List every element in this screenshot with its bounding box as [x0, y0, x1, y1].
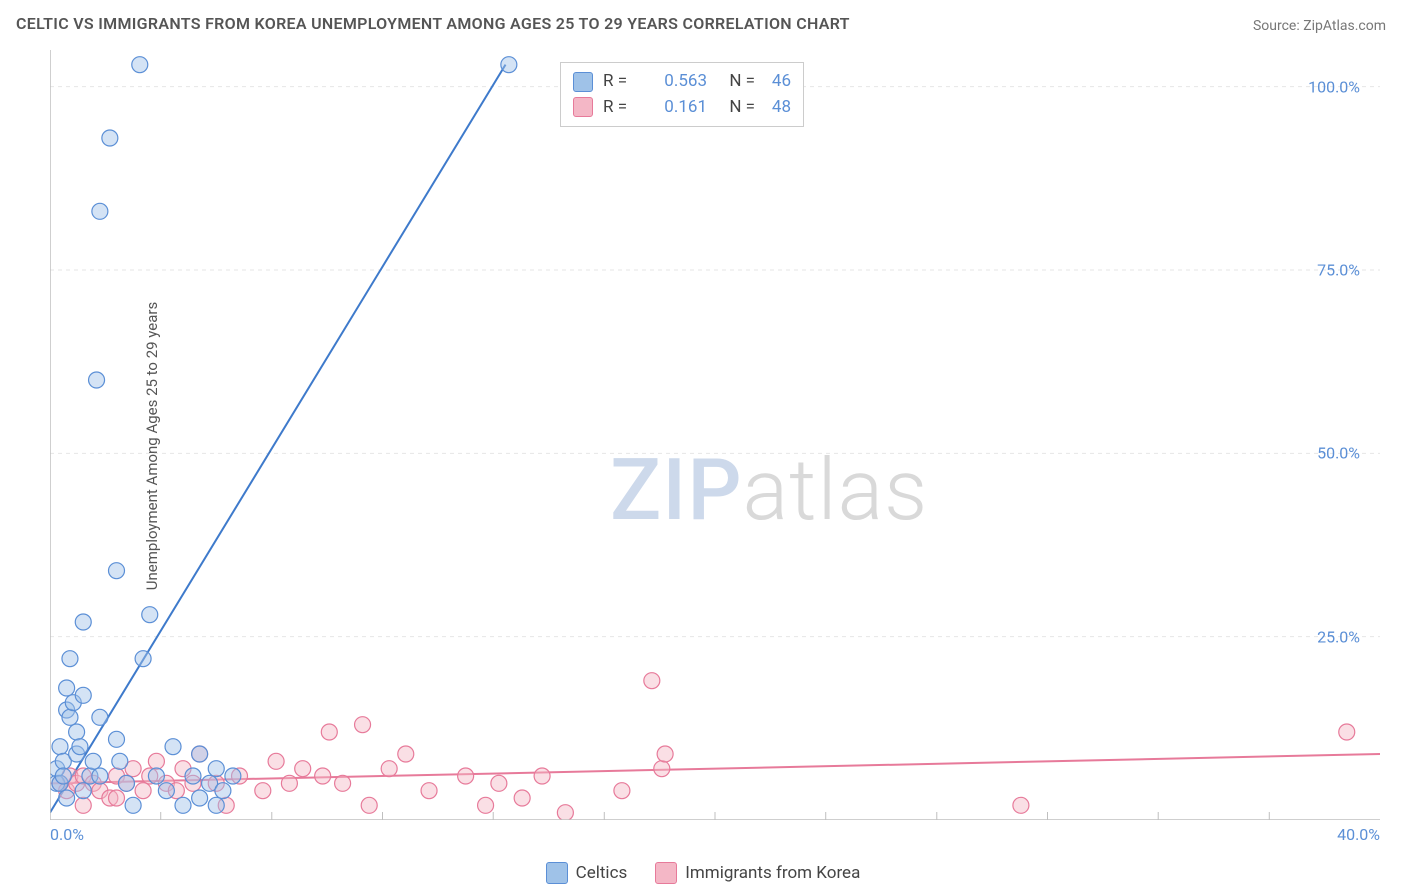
r-value-korea: 0.161	[637, 95, 707, 121]
source-attribution: Source: ZipAtlas.com	[1253, 18, 1386, 34]
x-tick-label: 40.0%	[1337, 825, 1380, 844]
r-label: R =	[603, 69, 637, 95]
bottom-legend: Celtics Immigrants from Korea	[0, 862, 1406, 884]
y-tick-label: 100.0%	[1308, 77, 1360, 96]
swatch-korea	[573, 97, 593, 117]
legend-item-celtics: Celtics	[546, 862, 628, 884]
correlation-stats-box: R = 0.563 N = 46 R = 0.161 N = 48	[560, 62, 804, 127]
n-label: N =	[707, 69, 755, 95]
n-value-celtics: 46	[755, 69, 791, 95]
chart-container: CELTIC VS IMMIGRANTS FROM KOREA UNEMPLOY…	[0, 0, 1406, 892]
scatter-plot-svg	[50, 50, 1380, 820]
stats-row-korea: R = 0.161 N = 48	[573, 95, 791, 121]
n-value-korea: 48	[755, 95, 791, 121]
chart-title: CELTIC VS IMMIGRANTS FROM KOREA UNEMPLOY…	[16, 14, 850, 33]
r-value-celtics: 0.563	[637, 69, 707, 95]
legend-label-korea: Immigrants from Korea	[685, 863, 860, 883]
y-tick-label: 50.0%	[1317, 444, 1360, 463]
swatch-celtics	[573, 72, 593, 92]
r-label: R =	[603, 95, 637, 121]
legend-swatch-korea	[655, 862, 677, 884]
y-tick-label: 25.0%	[1317, 627, 1360, 646]
legend-item-korea: Immigrants from Korea	[655, 862, 860, 884]
n-label: N =	[707, 95, 755, 121]
stats-row-celtics: R = 0.563 N = 46	[573, 69, 791, 95]
source-prefix: Source:	[1253, 18, 1303, 34]
plot-area: R = 0.563 N = 46 R = 0.161 N = 48 ZIPatl…	[50, 50, 1380, 820]
source-name: ZipAtlas.com	[1303, 18, 1386, 34]
legend-label-celtics: Celtics	[576, 863, 628, 883]
legend-swatch-celtics	[546, 862, 568, 884]
y-tick-label: 75.0%	[1317, 261, 1360, 280]
x-tick-label: 0.0%	[50, 825, 84, 844]
